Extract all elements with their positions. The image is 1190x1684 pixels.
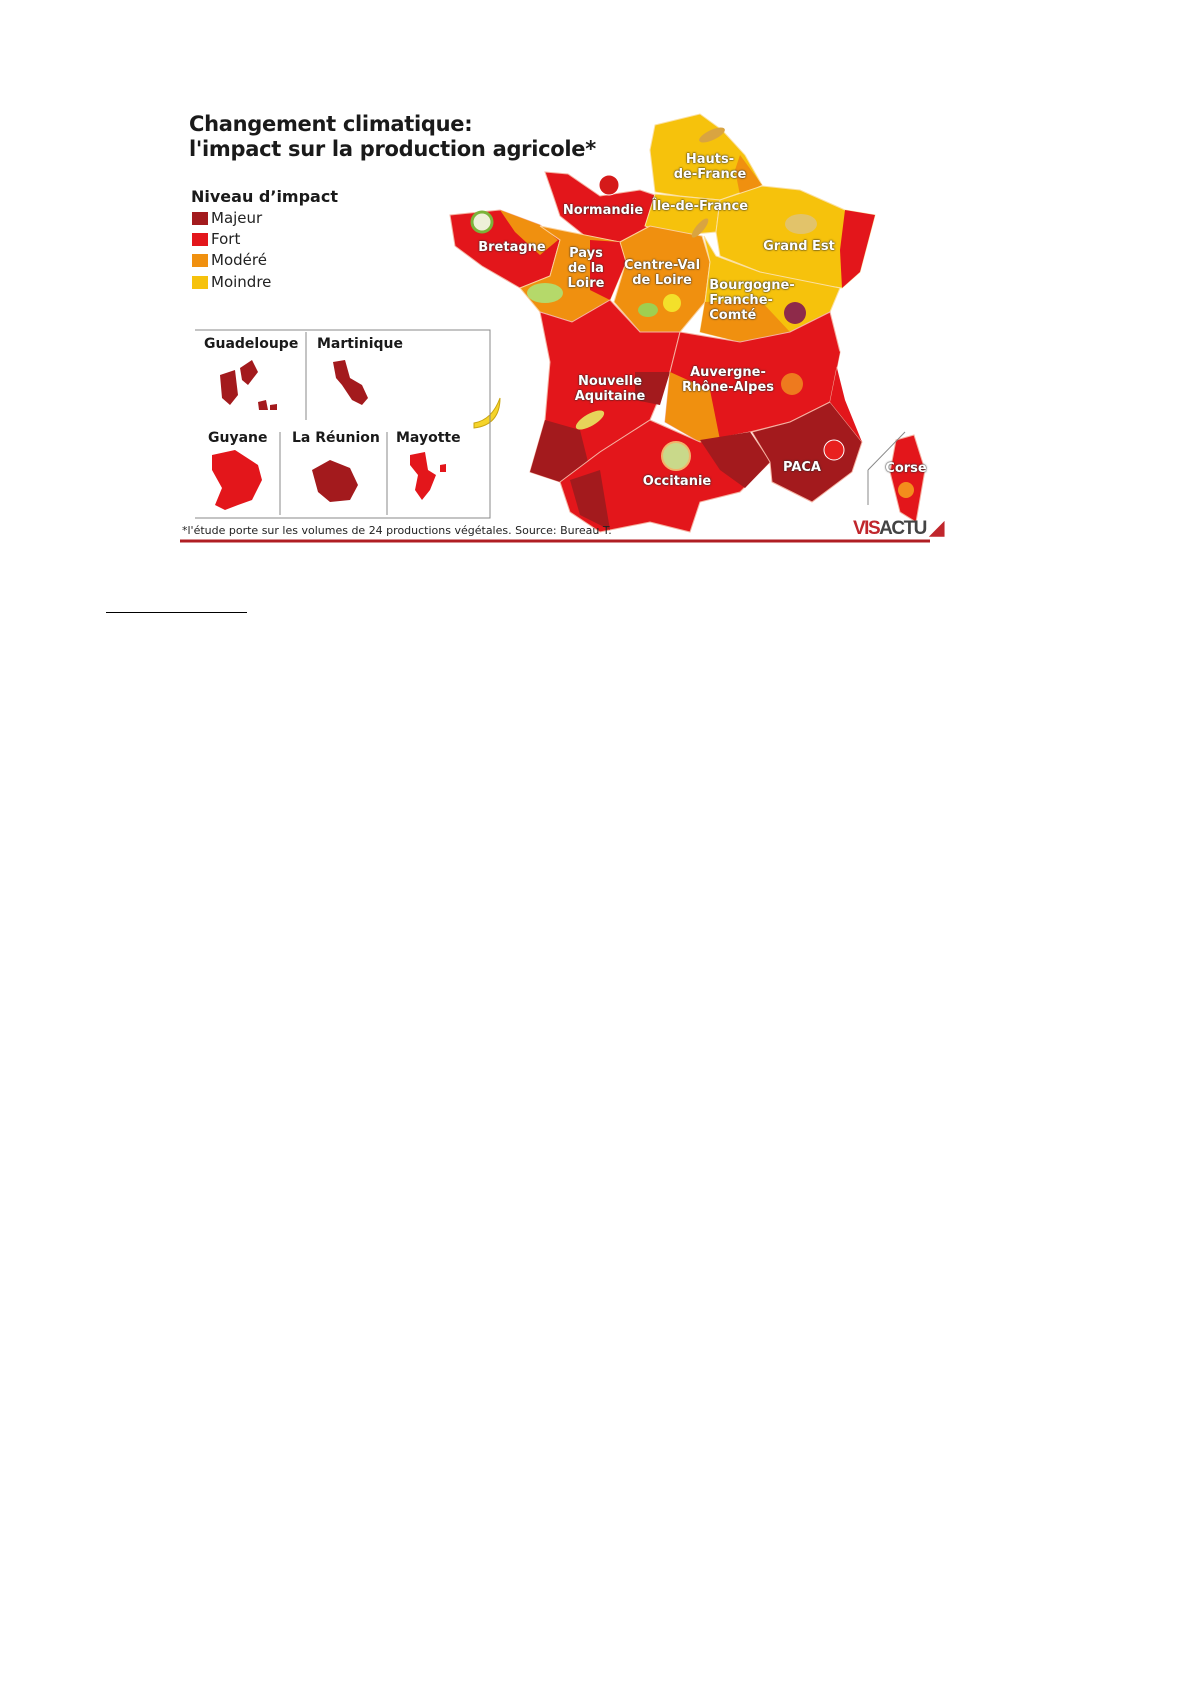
legend-item-majeur: Majeur bbox=[192, 209, 262, 227]
legend-swatch bbox=[192, 253, 208, 267]
footnote-separator bbox=[106, 612, 247, 613]
legend-label: Modéré bbox=[211, 251, 267, 269]
potato-icon bbox=[785, 214, 817, 234]
footnote: *l'étude porte sur les volumes de 24 pro… bbox=[182, 524, 612, 537]
label-normandie: Normandie bbox=[562, 203, 644, 218]
region-bourgogne-south bbox=[700, 300, 790, 342]
corse-divider bbox=[867, 431, 906, 471]
region-hauts-de-france-east bbox=[735, 155, 762, 195]
melon-icon bbox=[661, 441, 691, 471]
lettuce-icon bbox=[638, 303, 658, 317]
logo-part1: VIS bbox=[853, 518, 881, 539]
pumpkin-icon bbox=[781, 373, 803, 395]
label-hauts-de-france: Hauts- de-France bbox=[673, 152, 747, 182]
legend-label: Moindre bbox=[211, 273, 272, 291]
tomato-icon bbox=[823, 439, 845, 461]
region-paca-alps bbox=[830, 340, 862, 442]
label-pays-de-la-loire: Pays de la Loire bbox=[567, 246, 605, 291]
mayotte-shape bbox=[410, 452, 446, 500]
region-occitanie-west bbox=[570, 470, 610, 530]
logo-mark-icon: ◢ bbox=[925, 518, 945, 539]
reunion-shape bbox=[312, 460, 358, 502]
legend-item-moindre: Moindre bbox=[192, 273, 271, 291]
wheat-icon bbox=[691, 218, 709, 238]
label-corse: Corse bbox=[885, 461, 927, 476]
corn-icon bbox=[575, 410, 605, 430]
legend-swatch bbox=[192, 232, 208, 246]
label-bourgogne-franche-comte: Bourgogne- Franche- Comté bbox=[709, 278, 795, 323]
legend-swatch bbox=[192, 275, 208, 289]
label-ile-de-france: Île-de-France bbox=[651, 199, 749, 214]
inset-label-guadeloupe: Guadeloupe bbox=[204, 336, 299, 352]
wheat-icon bbox=[699, 127, 725, 143]
inset-label-martinique: Martinique bbox=[317, 336, 404, 352]
map-title-line1: Changement climatique: bbox=[189, 112, 473, 136]
inset-label-la-reunion: La Réunion bbox=[292, 430, 380, 446]
region-auvergne bbox=[665, 372, 720, 442]
apple-icon bbox=[598, 174, 620, 196]
region-grand-est-alsace bbox=[840, 210, 875, 288]
map-title: Changement climatique: l'impact sur la p… bbox=[189, 112, 596, 162]
legend-label: Fort bbox=[211, 230, 241, 248]
inset-label-guyane: Guyane bbox=[208, 430, 268, 446]
label-bretagne: Bretagne bbox=[478, 240, 546, 255]
guadeloupe-shape bbox=[220, 360, 277, 410]
region-bretagne-east bbox=[500, 210, 558, 255]
visactu-logo: VISACTU ◢ bbox=[853, 517, 945, 540]
cauliflower-icon bbox=[470, 210, 494, 234]
label-occitanie: Occitanie bbox=[642, 474, 712, 489]
martinique-shape bbox=[333, 360, 368, 405]
legend-item-fort: Fort bbox=[192, 230, 240, 248]
label-grand-est: Grand Est bbox=[763, 239, 835, 254]
lettuce-icon bbox=[527, 283, 563, 303]
guyane-shape bbox=[212, 450, 262, 510]
legend-label: Majeur bbox=[211, 209, 263, 227]
legend-item-modere: Modéré bbox=[192, 251, 267, 269]
logo-part2: ACTU bbox=[879, 518, 927, 539]
label-paca: PACA bbox=[783, 460, 821, 475]
grapes-icon bbox=[784, 302, 806, 324]
region-nouvelle-aquitaine-inland bbox=[635, 372, 670, 405]
overseas-insets bbox=[195, 329, 491, 519]
banana-icon bbox=[473, 397, 501, 429]
region-centre-val-de-loire[interactable] bbox=[613, 225, 711, 333]
region-corse[interactable] bbox=[889, 434, 926, 523]
label-nouvelle-aquitaine: Nouvelle Aquitaine bbox=[574, 374, 646, 404]
rapeseed-icon bbox=[663, 294, 681, 312]
region-occitanie-east bbox=[700, 432, 770, 488]
label-centre-val-de-loire: Centre-Val de Loire bbox=[623, 258, 701, 288]
map-title-line2: l'impact sur la production agricole* bbox=[189, 137, 596, 161]
region-pays-de-la-loire-sarthe bbox=[590, 240, 626, 300]
label-auvergne-rhone-alpes: Auvergne- Rhône-Alpes bbox=[681, 365, 775, 395]
inset-label-mayotte: Mayotte bbox=[396, 430, 461, 446]
legend-swatch bbox=[192, 211, 208, 225]
legend-title: Niveau d’impact bbox=[191, 187, 338, 206]
orange-icon bbox=[898, 482, 914, 498]
region-nouvelle-aquitaine-south bbox=[530, 420, 590, 482]
